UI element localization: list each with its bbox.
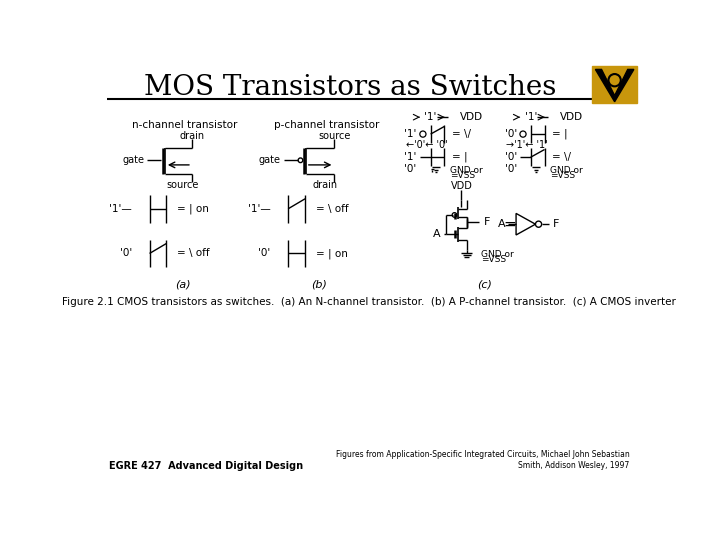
Text: '1': '1': [405, 152, 417, 162]
Text: GND or: GND or: [481, 249, 513, 259]
Text: GND or: GND or: [450, 166, 482, 175]
Text: '1': '1': [405, 129, 417, 139]
Text: = \ off: = \ off: [316, 204, 348, 214]
Text: '0': '0': [505, 129, 517, 139]
Text: (b): (b): [311, 279, 327, 289]
Text: VDD: VDD: [451, 181, 472, 191]
Text: = | on: = | on: [177, 204, 209, 214]
Text: = \/: = \/: [552, 152, 571, 162]
Text: VDD: VDD: [460, 112, 483, 122]
Text: EGRE 427  Advanced Digital Design: EGRE 427 Advanced Digital Design: [109, 461, 303, 471]
Text: = |: = |: [452, 152, 468, 163]
Text: drain: drain: [179, 131, 204, 140]
Text: =VSS: =VSS: [450, 171, 475, 180]
Text: '0': '0': [505, 152, 517, 162]
Text: source: source: [166, 180, 199, 190]
Text: = |: = |: [552, 129, 568, 139]
Text: '0': '0': [120, 248, 132, 259]
Bar: [593, 66, 637, 103]
Text: gate: gate: [122, 156, 144, 165]
Text: (a): (a): [175, 279, 191, 289]
Text: = | on: = | on: [316, 248, 348, 259]
Text: = \ off: = \ off: [177, 248, 210, 259]
Text: Figures from Application-Specific Integrated Circuits, Michael John Sebastian
Sm: Figures from Application-Specific Integr…: [336, 450, 629, 470]
Text: = \/: = \/: [452, 129, 471, 139]
Text: F: F: [484, 217, 490, 227]
Text: drain: drain: [312, 180, 338, 190]
Text: A: A: [433, 229, 441, 239]
Text: A: A: [498, 219, 505, 229]
Text: '1'—: '1'—: [109, 204, 132, 214]
Text: Figure 2.1 CMOS transistors as switches.  (a) An N-channel transistor.  (b) A P-: Figure 2.1 CMOS transistors as switches.…: [62, 297, 676, 307]
Text: =VSS: =VSS: [481, 255, 505, 264]
Text: VDD: VDD: [560, 112, 583, 122]
Text: F: F: [552, 219, 559, 229]
Text: n-channel transistor: n-channel transistor: [132, 120, 237, 130]
Text: p-channel transistor: p-channel transistor: [274, 120, 379, 130]
Text: (c): (c): [477, 279, 492, 289]
Text: →'1'← '1': →'1'← '1': [506, 140, 548, 150]
Text: '0': '0': [505, 164, 517, 174]
Text: gate: gate: [258, 156, 281, 165]
Text: '1'—: '1'—: [248, 204, 271, 214]
Text: MOS Transistors as Switches: MOS Transistors as Switches: [143, 75, 556, 102]
Polygon shape: [595, 70, 634, 102]
Text: '0': '0': [258, 248, 271, 259]
Text: GND or: GND or: [550, 166, 582, 175]
Text: =VSS: =VSS: [550, 171, 575, 180]
Text: source: source: [318, 131, 351, 140]
Text: ←'0'← '0': ←'0'← '0': [406, 140, 448, 150]
Text: '0': '0': [405, 164, 417, 174]
Text: '1': '1': [424, 112, 437, 122]
Text: =: =: [503, 217, 516, 232]
Text: '1': '1': [524, 112, 537, 122]
